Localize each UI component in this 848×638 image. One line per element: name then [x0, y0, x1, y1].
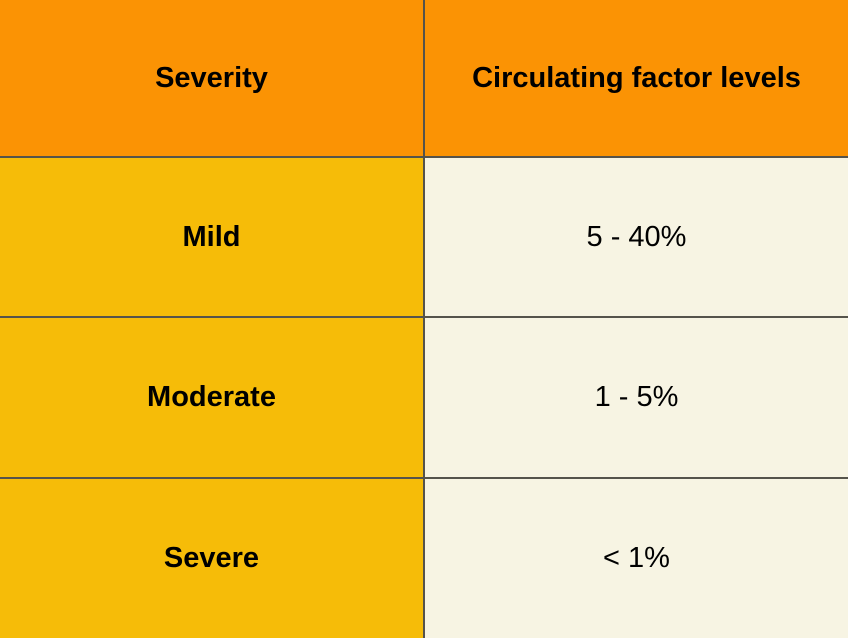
- row-severe-value: < 1%: [425, 479, 848, 638]
- header-cell-severity: Severity: [0, 0, 423, 156]
- row-mild-label: Mild: [0, 158, 423, 316]
- row-moderate-label: Moderate: [0, 318, 423, 477]
- row-severe-label: Severe: [0, 479, 423, 638]
- header-cell-circulating-factor-levels: Circulating factor levels: [425, 0, 848, 156]
- row-mild-value: 5 - 40%: [425, 158, 848, 316]
- row-moderate-value: 1 - 5%: [425, 318, 848, 477]
